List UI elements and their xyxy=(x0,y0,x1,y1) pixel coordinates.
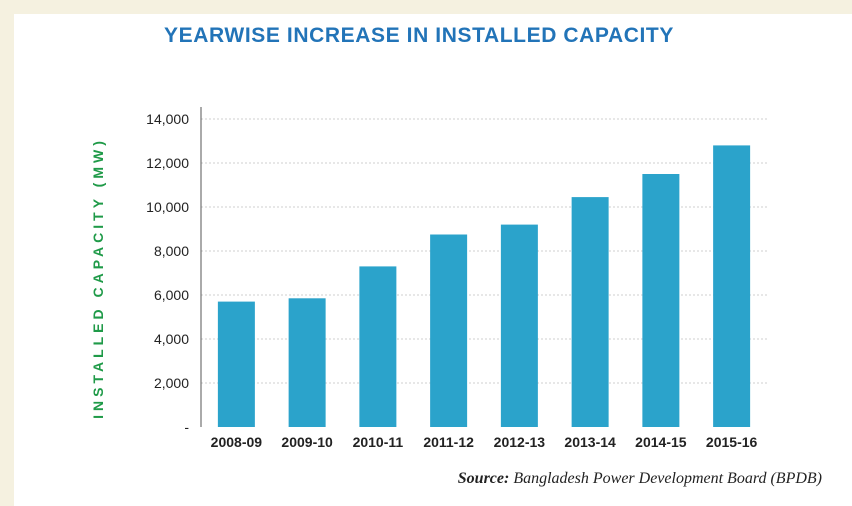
x-tick-labels: 2008-09 2009-10 2010-11 2011-12 2012-13 2013-… xyxy=(211,434,758,450)
bar-2011-12 xyxy=(430,234,468,427)
x-tick-label: 2011-12 xyxy=(423,434,474,450)
bar-2010-11 xyxy=(359,266,397,427)
gridlines xyxy=(201,118,767,384)
x-tick-label: 2015-16 xyxy=(706,434,758,450)
bar-2012-13 xyxy=(500,224,538,427)
source-text: Bangladesh Power Development Board (BPDB… xyxy=(513,470,822,487)
y-tick-label: 4,000 xyxy=(154,331,189,347)
y-tick-labels: - 2,000 4,000 6,000 8,000 10,000 12,000 14,000 xyxy=(146,111,189,435)
x-tick-label: 2010-11 xyxy=(353,434,404,450)
y-tick-label: 8,000 xyxy=(154,243,189,259)
bar-2009-10 xyxy=(288,298,326,427)
x-tick-label: 2008-09 xyxy=(211,434,263,450)
y-tick-label: 12,000 xyxy=(146,155,189,171)
bars xyxy=(217,145,751,427)
x-tick-label: 2009-10 xyxy=(281,434,333,450)
bar-2014-15 xyxy=(642,174,680,427)
y-tick-label: - xyxy=(184,419,189,435)
chart-title: YEARWISE INCREASE IN INSTALLED CAPACITY xyxy=(164,24,674,47)
source-label: Source: xyxy=(457,470,510,487)
x-tick-label: 2012-13 xyxy=(494,434,546,450)
y-tick-label: 10,000 xyxy=(146,199,189,215)
y-tick-label: 6,000 xyxy=(154,287,189,303)
x-tick-label: 2014-15 xyxy=(635,434,687,450)
bar-2008-09 xyxy=(217,301,255,427)
x-tick-label: 2013-14 xyxy=(564,434,616,450)
bar-2013-14 xyxy=(571,197,609,427)
y-tick-label: 14,000 xyxy=(146,111,189,127)
bar-2015-16 xyxy=(713,145,751,427)
source-note: Source: Bangladesh Power Development Boa… xyxy=(458,470,822,488)
y-tick-label: 2,000 xyxy=(154,375,189,391)
